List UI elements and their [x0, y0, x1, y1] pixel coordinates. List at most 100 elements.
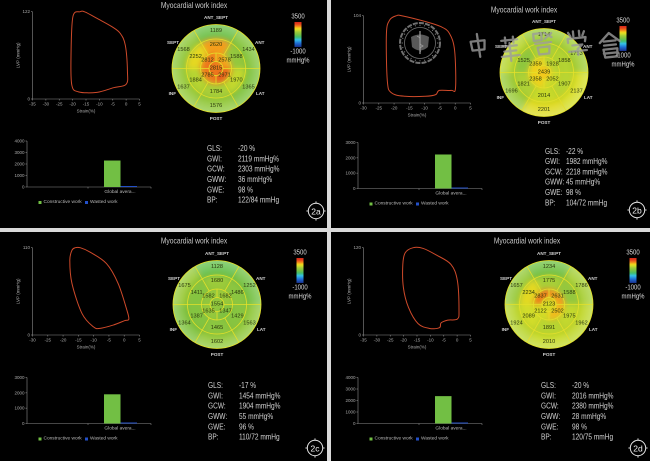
mid-value-post: 1465 — [211, 325, 223, 331]
stat-label: GLS: — [545, 146, 560, 156]
basal-value-lat: 1365 — [242, 84, 254, 90]
segment-divider-line — [223, 81, 239, 107]
basal-value-post: 2010 — [543, 339, 555, 345]
stat-label: GLS: — [208, 380, 223, 390]
mid-value-lat: 1975 — [563, 313, 575, 319]
colorbar-max-label: 3500 — [293, 249, 307, 257]
x-tick-label: -5 — [442, 338, 446, 343]
seal-lettering-dot — [410, 26, 412, 29]
basal-value-lat: 2137 — [570, 88, 582, 94]
basal-value-inf: 1637 — [177, 84, 189, 90]
stat-value: 122/84 mmHg — [238, 195, 279, 205]
x-tick-label: -15 — [75, 338, 82, 343]
panel-label: 2d — [633, 443, 643, 453]
x-tick-label: -15 — [414, 338, 421, 343]
legend-label: Constructive work — [44, 199, 83, 205]
apical-value-lower-right: 2052 — [546, 77, 558, 83]
basal-value-sept: 1657 — [510, 283, 522, 289]
apex-value: 2815 — [210, 66, 222, 72]
mid-value-ant: 1588 — [230, 54, 242, 60]
bullseye-chart: 1189 1434 1365 1576 1637 1568 2620 1588 1970 1784… — [167, 15, 265, 121]
bullseye-chart: 1234 1786 1962 2010 1924 1657 1775 1588 1975 1891… — [500, 251, 598, 357]
apical-value-upper-left: 2837 — [534, 294, 546, 300]
apical-value-upper-left: 2812 — [201, 58, 213, 64]
wall-label-post: POST — [543, 352, 556, 357]
apical-value-lower-left: 2785 — [201, 73, 213, 79]
wasted-work-bar — [451, 187, 468, 189]
constructive-work-bar — [435, 154, 452, 189]
y-tick-label: 0 — [358, 101, 361, 106]
seal-lettering-dot — [406, 29, 409, 32]
global-work-stats: GLS: -17 % GWI: 1454 mmHg% GCW: 1904 mmHg% GWW… — [208, 380, 281, 441]
colorbar-min-label: -1000 — [292, 284, 308, 292]
pressure-strain-loop-chart: -30 -25 -20 -15 -10 -5 0 5 0 104 Strain(%) LVP (mmH… — [347, 13, 473, 117]
stat-value: 104/72 mmHg — [566, 198, 607, 208]
watermark-calligraphy — [469, 29, 621, 63]
legend-label: Constructive work — [44, 436, 83, 442]
colorbar-gradient — [294, 22, 302, 47]
basal-value-ant-sept: 1714 — [538, 32, 550, 38]
stat-label: GCW: — [545, 167, 563, 177]
segment-divider-line — [193, 30, 209, 56]
global-work-stats: GLS: -22 % GWI: 1982 mmHg%GCW: 2218 mmHg%GWW… — [545, 146, 608, 207]
watermark-character — [531, 31, 553, 56]
mid-value-inf: 1387 — [190, 313, 202, 319]
seal-lettering-dot — [419, 24, 421, 26]
panel-2c: Myocardial work index -30 -25 -20 -15 -10 -5 0 5… — [0, 232, 327, 461]
x-tick-label: -30 — [43, 102, 50, 107]
stat-value: 98 % — [566, 187, 581, 197]
panel-2d: Myocardial work index -35 -30 -25 -20 -15 -10-… — [331, 232, 650, 461]
wall-label-inf: INF — [502, 327, 510, 332]
legend-swatch — [416, 437, 419, 441]
x-tick-label: -15 — [406, 106, 413, 111]
stat-value: 98 % — [238, 185, 253, 195]
bar-y-tick-label: 0 — [353, 421, 356, 426]
segment-divider-line — [224, 317, 240, 343]
seal-inner-ring — [404, 27, 436, 59]
work-bar-chart: 0 1000 2000 3000 Global avera... Constructive… — [345, 140, 483, 207]
legend-label: Constructive work — [375, 436, 414, 442]
seal-lettering-dot — [414, 59, 416, 61]
basal-value-ant: 1786 — [575, 283, 587, 289]
wall-label-ant-sept: ANT_SEPT — [537, 251, 561, 256]
stat-value: 2119 mmHg% — [238, 154, 279, 164]
panel-2b: Myocardial work index -30 -25 -20 -15 -10 -5 0 5… — [331, 0, 650, 228]
pressure-strain-loop-chart: -35 -30 -25 -20 -15 -10 -5 0 5 0 122 Strain(%) LVP (… — [16, 9, 142, 113]
mid-value-ant-sept: 2620 — [210, 42, 222, 48]
x-tick-label: 5 — [138, 338, 141, 343]
mid-value-inf: 2089 — [522, 313, 534, 319]
wall-label-inf: INF — [169, 91, 177, 96]
wall-label-inf: INF — [170, 327, 178, 332]
x-tick-label: -35 — [29, 102, 36, 107]
legend-swatch — [38, 437, 42, 441]
x-tick-label: 0 — [125, 102, 128, 107]
stat-label: GWE: — [208, 422, 225, 432]
x-tick-label: 5 — [469, 338, 472, 343]
apical-value-upper-right: 1928 — [546, 62, 558, 68]
colorbar-gradient — [296, 258, 304, 283]
pressure-strain-loop-curve — [402, 246, 460, 330]
x-tick-label: -30 — [360, 106, 367, 111]
bullseye-title: Myocardial work index — [491, 5, 558, 15]
bullseye-gloss — [500, 28, 588, 117]
bullseye-title: Myocardial work index — [161, 236, 228, 246]
stat-value: -17 % — [239, 380, 256, 390]
stat-value: 2016 mmHg% — [572, 391, 614, 401]
segment-divider-line — [551, 85, 567, 111]
mid-value-sept: 2234 — [522, 290, 534, 296]
segment-divider-line — [223, 30, 239, 56]
legend-swatch — [416, 202, 419, 206]
apex-value: 1554 — [211, 302, 223, 308]
panel-label: 2b — [632, 205, 642, 215]
mid-value-post: 1784 — [210, 89, 222, 95]
y-tick-label: 122 — [22, 9, 30, 14]
mid-value-post: 1891 — [543, 325, 555, 331]
bar-y-tick-label: 1000 — [14, 406, 25, 411]
watermark-character — [598, 31, 621, 59]
seal-lettering-dot — [401, 42, 403, 44]
seal-lettering-dot — [434, 33, 437, 35]
x-tick-label: -25 — [45, 338, 52, 343]
